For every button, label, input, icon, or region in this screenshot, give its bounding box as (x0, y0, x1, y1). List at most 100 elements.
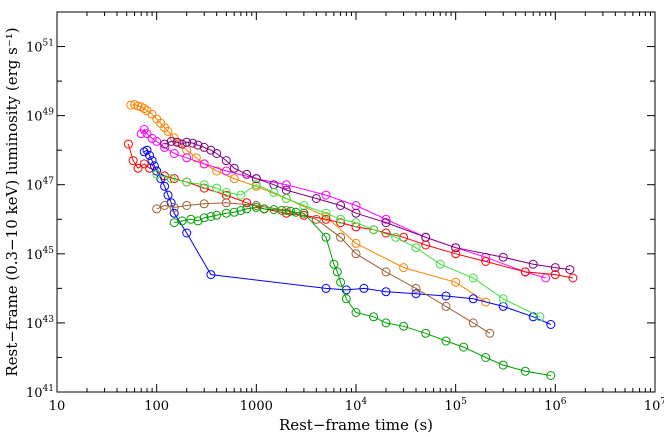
data-point (139, 104, 149, 114)
data-point (212, 183, 222, 193)
x-tick-label: 10 (49, 399, 66, 414)
series-5 (152, 198, 495, 338)
data-point (568, 273, 578, 283)
data-point (332, 267, 342, 277)
data-point (169, 208, 179, 218)
data-point (336, 232, 346, 242)
data-point (468, 273, 478, 283)
data-point (565, 265, 575, 275)
y-tick-label: 1043 (26, 315, 54, 332)
y-axis-label: Rest−frame (0.3−10 keV) luminosity (erg … (3, 27, 21, 376)
x-tick-label: 1000 (240, 399, 273, 414)
data-point (236, 190, 246, 200)
data-point (206, 270, 216, 280)
data-point (451, 277, 461, 287)
data-point (441, 291, 451, 301)
data-point (435, 259, 445, 269)
data-point (149, 161, 159, 171)
data-point (535, 312, 545, 322)
data-point (381, 214, 391, 224)
data-point (399, 263, 409, 273)
data-point (212, 166, 222, 176)
data-point (188, 138, 198, 148)
data-point (163, 190, 173, 200)
data-point (381, 267, 391, 277)
x-tick-label: 100 (144, 399, 169, 414)
data-point (123, 139, 133, 149)
data-point (182, 201, 192, 210)
data-point (381, 318, 391, 328)
data-point (351, 238, 361, 248)
data-point (550, 270, 560, 280)
data-point (485, 328, 495, 338)
data-point (259, 204, 269, 214)
data-point (441, 301, 451, 311)
data-point (152, 136, 162, 146)
data-point (498, 252, 508, 262)
data-point (520, 267, 530, 277)
data-point (359, 283, 369, 293)
data-point (172, 137, 182, 147)
data-point (193, 140, 203, 150)
data-point (381, 218, 391, 228)
data-point (142, 129, 152, 139)
series-layer (123, 100, 578, 380)
data-point (169, 202, 179, 212)
data-point (399, 321, 409, 331)
data-point (142, 145, 152, 155)
series-line (174, 206, 551, 376)
data-point (199, 213, 209, 223)
x-tick-label: 107 (644, 397, 664, 414)
x-tick-label: 105 (445, 397, 468, 414)
data-point (199, 159, 209, 169)
series-0 (126, 100, 491, 307)
data-point (221, 166, 231, 176)
data-point (321, 214, 331, 224)
data-point (281, 180, 291, 190)
data-point (336, 214, 346, 224)
data-point (229, 174, 239, 184)
data-point (147, 109, 157, 119)
data-point (546, 371, 556, 380)
data-point (221, 187, 231, 197)
data-point (411, 243, 421, 253)
data-point (411, 289, 421, 299)
data-point (299, 210, 309, 220)
series-line (156, 202, 491, 334)
series-6 (152, 169, 545, 322)
data-point (351, 218, 361, 228)
data-point (299, 208, 309, 218)
data-point (139, 159, 149, 169)
series-2 (160, 136, 575, 275)
data-point (321, 208, 331, 218)
data-point (550, 263, 560, 273)
series-line (130, 103, 486, 303)
data-point (468, 318, 478, 328)
data-point (221, 156, 231, 166)
data-point (182, 137, 192, 147)
data-point (336, 201, 346, 210)
data-point (528, 259, 538, 269)
data-point (147, 133, 157, 143)
data-point (177, 139, 187, 149)
data-point (229, 163, 239, 173)
data-point (206, 212, 216, 221)
series-1 (136, 124, 551, 283)
data-point (311, 194, 321, 203)
series-line (164, 140, 570, 271)
data-point (481, 257, 491, 266)
data-point (321, 232, 331, 242)
x-tick-label: 106 (544, 397, 567, 414)
data-point (546, 320, 556, 329)
data-point (498, 294, 508, 304)
data-point (528, 312, 538, 322)
y-tick-label: 1051 (26, 39, 54, 56)
data-point (182, 153, 192, 163)
data-point (321, 212, 331, 221)
data-point (459, 342, 469, 352)
data-point (481, 353, 491, 362)
y-tick-label: 1045 (26, 246, 54, 263)
data-point (468, 294, 478, 304)
x-axis-label: Rest−frame time (s) (279, 416, 433, 434)
data-point (321, 190, 331, 200)
